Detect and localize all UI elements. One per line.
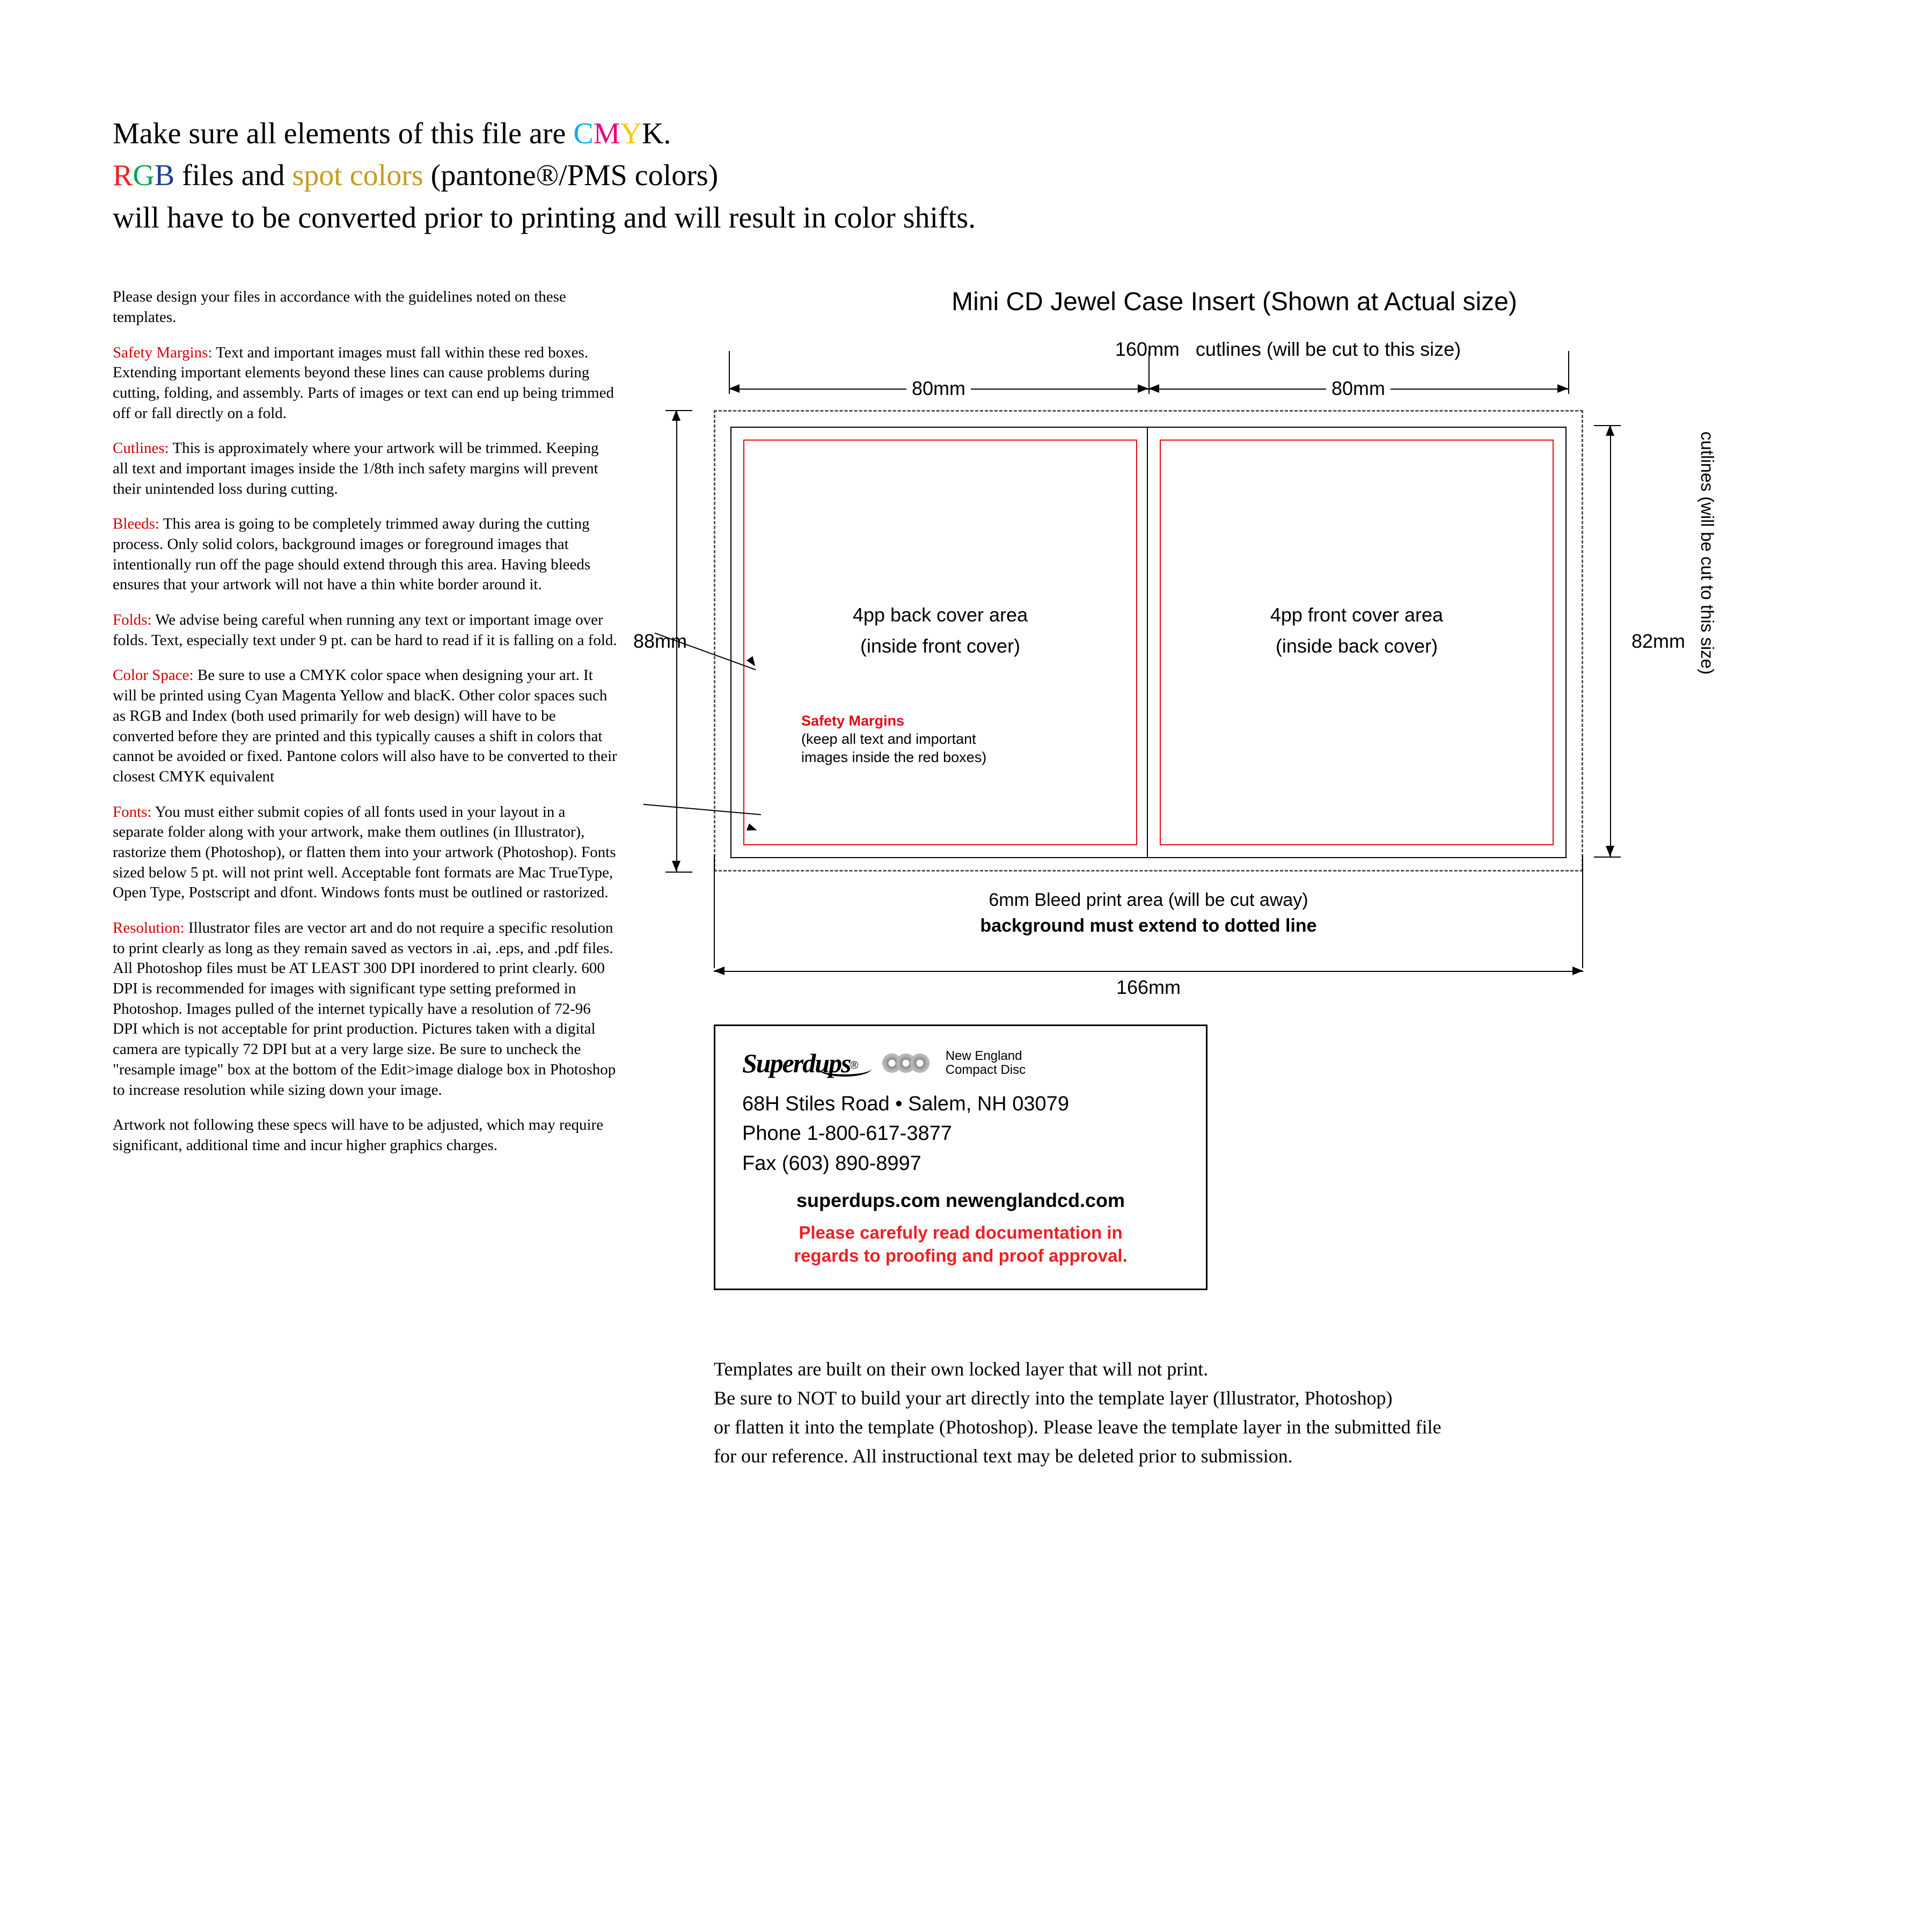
contact-fax: Fax (603) 890-8997	[742, 1149, 1179, 1179]
header-files-and: files and	[174, 159, 292, 192]
cmyk-c: C	[573, 117, 593, 150]
term-fonts: Fonts:	[113, 803, 152, 821]
header-warning: Make sure all elements of this file are …	[113, 113, 1819, 239]
diagram-title: Mini CD Jewel Case Insert (Shown at Actu…	[649, 287, 1819, 317]
contact-info: 68H Stiles Road • Salem, NH 03079 Phone …	[742, 1089, 1179, 1178]
footer-l3: or flatten it into the template (Photosh…	[714, 1413, 1819, 1441]
closing-text: Artwork not following these specs will h…	[113, 1115, 617, 1155]
term-bleeds: Bleeds:	[113, 515, 159, 532]
footer-l1: Templates are built on their own locked …	[714, 1355, 1819, 1384]
term-safety: Safety Margins:	[113, 344, 213, 361]
necd-label: New England Compact Disc	[946, 1049, 1026, 1078]
superdups-logo: Superdups®	[742, 1048, 872, 1079]
spot-colors: spot colors	[292, 159, 423, 192]
rgb-g: G	[133, 159, 154, 192]
fonts-para: Fonts: You must either submit copies of …	[113, 802, 617, 903]
resolution-para: Resolution: Illustrator files are vector…	[113, 918, 617, 1100]
cutline-dim: 160mm	[1115, 338, 1180, 361]
cutlines-para: Cutlines: This is approximately where yo…	[113, 438, 617, 499]
header-line3: will have to be converted prior to print…	[113, 201, 976, 235]
term-cutlines: Cutlines:	[113, 440, 169, 457]
disc-icon	[888, 1053, 930, 1073]
contact-web: superdups.com newenglandcd.com	[742, 1189, 1179, 1212]
cmyk-k: K	[642, 117, 663, 150]
total-width-label: 166mm	[1116, 976, 1181, 999]
left-panel-dim: 80mm	[906, 377, 971, 400]
cmyk-y: Y	[620, 117, 642, 150]
total-width-dim: 166mm	[714, 949, 1583, 992]
diagram-column: Mini CD Jewel Case Insert (Shown at Actu…	[649, 287, 1819, 1470]
header-text: Make sure all elements of this file are	[113, 117, 573, 150]
bleed-area: 4pp back cover area (inside front cover)…	[714, 410, 1583, 872]
rgb-b: B	[155, 159, 174, 192]
cutline-label: cutlines (will be cut to this size)	[1196, 338, 1461, 361]
contact-card: Superdups® New England Compact Disc 68H …	[714, 1024, 1208, 1290]
cmyk-m: M	[594, 117, 620, 150]
safety-margins-note: Safety Margins (keep all text and import…	[801, 712, 1048, 766]
bleed-notes: 6mm Bleed print area (will be cut away) …	[714, 888, 1583, 939]
footer-l4: for our reference. All instructional tex…	[714, 1441, 1819, 1470]
right-height-dim: 82mm cutlines (will be cut to this size)	[1583, 410, 1690, 872]
contact-phone: Phone 1-800-617-3877	[742, 1119, 1179, 1148]
front-cover-cut: 4pp front cover area (inside back cover)	[1147, 427, 1567, 858]
footer-l2: Be sure to NOT to build your art directl…	[714, 1384, 1819, 1413]
back-cover-cut: 4pp back cover area (inside front cover)…	[730, 427, 1150, 858]
bleeds-para: Bleeds: This area is going to be complet…	[113, 514, 617, 595]
contact-address: 68H Stiles Road • Salem, NH 03079	[742, 1089, 1179, 1119]
guidelines-column: Please design your files in accordance w…	[113, 287, 617, 1470]
color-space-para: Color Space: Be sure to use a CMYK color…	[113, 665, 617, 787]
contact-warning: Please carefuly read documentation in re…	[742, 1221, 1179, 1268]
rgb-r: R	[113, 159, 133, 192]
term-folds: Folds:	[113, 611, 152, 628]
intro-text: Please design your files in accordance w…	[113, 287, 617, 327]
folds-para: Folds: We advise being careful when runn…	[113, 610, 617, 650]
bleed-note-1: 6mm Bleed print area (will be cut away)	[989, 890, 1308, 910]
front-cover-label: 4pp front cover area (inside back cover)	[1148, 599, 1565, 661]
term-resolution: Resolution:	[113, 919, 185, 936]
footer-notes: Templates are built on their own locked …	[714, 1355, 1819, 1470]
panel-width-dims: 80mm 80mm	[729, 367, 1568, 410]
right-panel-dim: 80mm	[1326, 377, 1391, 400]
back-cover-label: 4pp back cover area (inside front cover)	[731, 599, 1149, 661]
header-period: .	[663, 117, 671, 150]
safety-margins-para: Safety Margins: Text and important image…	[113, 343, 617, 424]
term-color: Color Space:	[113, 667, 194, 684]
height-cut-label: 82mm	[1631, 630, 1685, 653]
right-cutline-text: cutlines (will be cut to this size)	[1697, 431, 1717, 675]
header-pantone: (pantone®/PMS colors)	[423, 159, 719, 192]
left-height-dim: 88mm	[649, 410, 714, 872]
bleed-note-2: background must extend to dotted line	[980, 916, 1316, 936]
